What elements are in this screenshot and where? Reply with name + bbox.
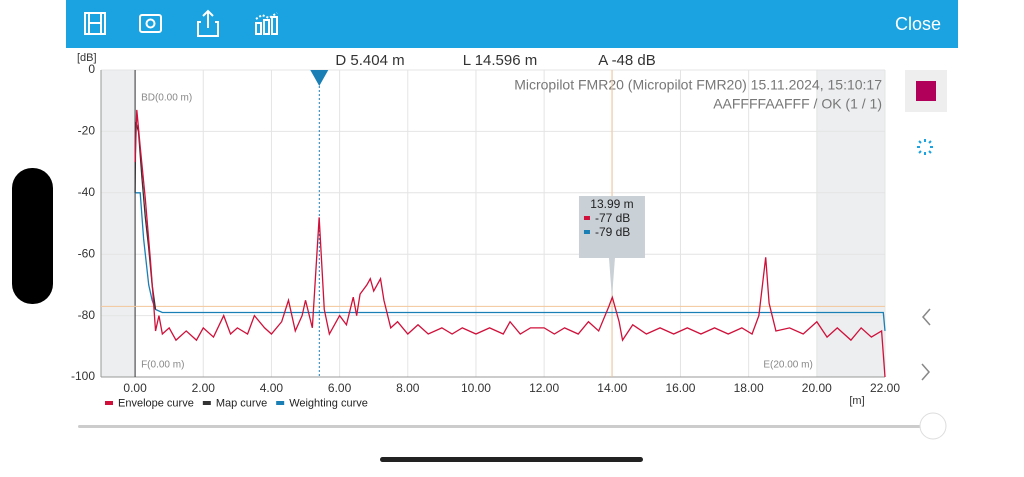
header-length: L 14.596 m	[463, 52, 538, 69]
previous-button[interactable]	[922, 308, 931, 326]
legend-label: Weighting curve	[289, 397, 368, 409]
blocking-region	[101, 70, 136, 377]
home-indicator	[380, 457, 643, 462]
legend-label: Map curve	[216, 397, 267, 409]
legend-swatch	[276, 401, 285, 405]
x-tick-label: 20.00	[802, 381, 832, 395]
y-tick-label: -20	[78, 124, 96, 138]
device-info: AAFFFFAAFFF / OK (1 / 1)	[713, 96, 882, 112]
legend-swatch	[105, 401, 113, 405]
series-line	[135, 192, 886, 332]
tooltip-value: -79 dB	[595, 225, 630, 239]
share-button[interactable]	[197, 9, 219, 37]
close-button[interactable]: Close	[895, 14, 941, 34]
side-pill	[12, 168, 53, 304]
y-tick-label: -80	[78, 308, 96, 322]
end-region	[816, 70, 885, 377]
x-axis-label: [m]	[849, 395, 864, 407]
distance-marker-handle	[310, 70, 329, 86]
x-tick-label: 22.00	[870, 381, 900, 395]
x-tick-label: 0.00	[123, 381, 147, 395]
region-label: BD(0.00 m)	[141, 93, 192, 104]
tooltip-swatch	[583, 216, 590, 220]
y-tick-label: -100	[71, 369, 95, 383]
x-tick-label: 16.00	[665, 381, 695, 395]
loading-spinner	[917, 139, 933, 155]
y-tick-label: 0	[88, 62, 95, 76]
next-button[interactable]	[921, 363, 930, 381]
x-tick-label: 14.00	[597, 381, 627, 395]
stop-icon	[916, 81, 936, 101]
toolbar-icons	[84, 9, 278, 37]
screenshot-button[interactable]	[139, 14, 162, 33]
x-tick-label: 6.00	[328, 381, 352, 395]
distance-label: D 5.404 m	[335, 52, 404, 69]
series-line	[134, 109, 886, 378]
chart-button[interactable]	[255, 12, 278, 35]
y-axis-label: [dB]	[77, 52, 97, 64]
tooltip-box	[578, 196, 645, 298]
tooltip-swatch	[583, 230, 590, 234]
x-tick-label: 4.00	[260, 381, 284, 395]
tooltip-value: -77 dB	[595, 211, 630, 225]
x-tick-label: 18.00	[734, 381, 764, 395]
header-amplitude: A -48 dB	[598, 52, 656, 69]
chart: 0.00 2.00 4.00 6.00 8.00 10.00 12.00 14.00 16.00…	[71, 52, 900, 410]
toolbar	[66, 0, 958, 48]
y-tick-label: -40	[78, 185, 96, 199]
x-tick-label: 10.00	[461, 381, 491, 395]
x-tick-label: 2.00	[192, 381, 216, 395]
x-tick-label: 8.00	[396, 381, 420, 395]
legend-swatch	[202, 401, 211, 405]
legend-label: Envelope curve	[118, 397, 194, 409]
y-tick-label: -60	[78, 246, 96, 260]
tooltip-x: 13.99 m	[590, 197, 633, 211]
region-label: E(20.00 m)	[763, 360, 812, 371]
region-label: F(0.00 m)	[141, 360, 184, 371]
slider-track	[78, 425, 933, 428]
device-info: Micropilot FMR20 (Micropilot FMR20) 15.1…	[514, 77, 882, 93]
video-button[interactable]	[84, 12, 106, 35]
slider-knob[interactable]	[919, 412, 947, 440]
x-tick-label: 12.00	[529, 381, 559, 395]
